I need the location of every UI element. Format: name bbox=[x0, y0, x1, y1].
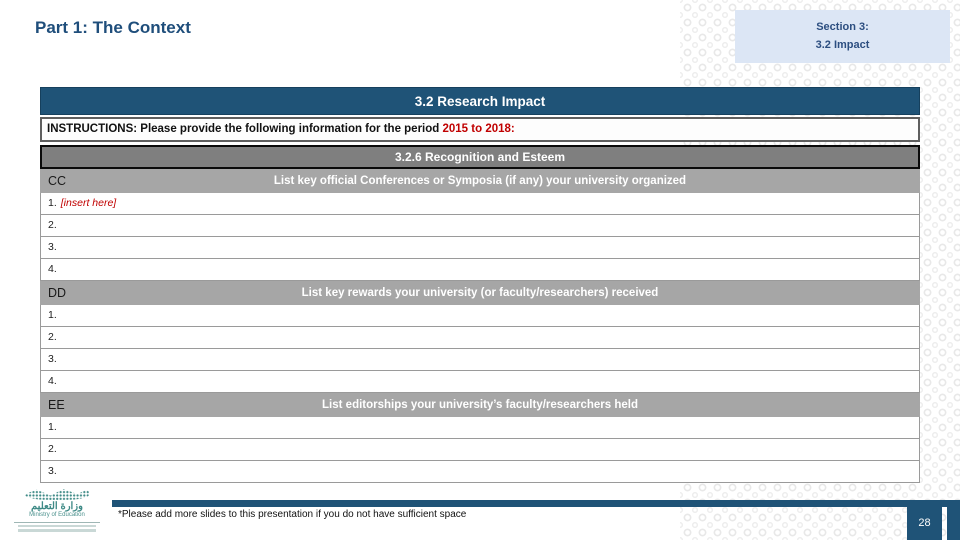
section-indicator-line2: 3.2 Impact bbox=[815, 38, 870, 51]
section-label-cc: List key official Conferences or Symposi… bbox=[273, 175, 687, 187]
section-header-dd: DD List key rewards your university (or … bbox=[40, 281, 920, 305]
item-number: 1. bbox=[48, 309, 57, 321]
item-number: 4. bbox=[48, 375, 57, 387]
dd-item-4[interactable]: 4. bbox=[40, 371, 920, 393]
dd-item-3[interactable]: 3. bbox=[40, 349, 920, 371]
page-title: Part 1: The Context bbox=[35, 18, 191, 37]
cc-item-1[interactable]: 1. [insert here] bbox=[40, 193, 920, 215]
dd-item-2[interactable]: 2. bbox=[40, 327, 920, 349]
section-code-cc: CC bbox=[48, 174, 67, 188]
item-number: 3. bbox=[48, 241, 57, 253]
ee-item-3[interactable]: 3. bbox=[40, 461, 920, 483]
section-header-ee: EE List editorships your university’s fa… bbox=[40, 393, 920, 417]
logo-divider bbox=[14, 521, 100, 523]
footer-right-accent bbox=[947, 507, 960, 540]
section-code-ee: EE bbox=[48, 398, 65, 412]
section-code-dd: DD bbox=[48, 286, 67, 300]
logo-english-text: Ministry of Education bbox=[29, 512, 85, 518]
item-number: 2. bbox=[48, 443, 57, 455]
footer-accent-bar bbox=[112, 500, 960, 507]
table-title-row: 3.2 Research Impact bbox=[40, 87, 920, 115]
ministry-of-education-logo: وزارة التعليم Ministry of Education bbox=[6, 487, 108, 532]
item-number: 1. bbox=[48, 197, 57, 209]
cc-item-4[interactable]: 4. bbox=[40, 259, 920, 281]
item-number: 4. bbox=[48, 263, 57, 275]
section-label-ee: List editorships your university’s facul… bbox=[322, 399, 638, 411]
instructions-period-text: 2015 to 2018: bbox=[442, 123, 515, 135]
item-number: 1. bbox=[48, 421, 57, 433]
section-indicator-line1: Section 3: bbox=[816, 21, 869, 34]
moe-emblem-dots-icon bbox=[25, 488, 89, 500]
section-header-cc: CC List key official Conferences or Symp… bbox=[40, 169, 920, 193]
section-label-dd: List key rewards your university (or fac… bbox=[301, 287, 659, 299]
ee-item-2[interactable]: 2. bbox=[40, 439, 920, 461]
section-indicator-box: Section 3: 3.2 Impact bbox=[735, 10, 950, 63]
item-number: 3. bbox=[48, 353, 57, 365]
dd-item-1[interactable]: 1. bbox=[40, 305, 920, 327]
subsection-title-row: 3.2.6 Recognition and Esteem bbox=[40, 145, 920, 169]
item-number: 2. bbox=[48, 219, 57, 231]
ee-item-1[interactable]: 1. bbox=[40, 417, 920, 439]
cc-item-3[interactable]: 3. bbox=[40, 237, 920, 259]
insert-here-placeholder: [insert here] bbox=[60, 197, 117, 209]
instructions-text: INSTRUCTIONS: Please provide the followi… bbox=[47, 123, 443, 135]
logo-subtext-bars bbox=[6, 524, 108, 532]
research-impact-table: 3.2 Research Impact INSTRUCTIONS: Please… bbox=[40, 87, 920, 483]
item-number: 3. bbox=[48, 465, 57, 477]
cc-item-2[interactable]: 2. bbox=[40, 215, 920, 237]
item-number: 2. bbox=[48, 331, 57, 343]
instructions-row: INSTRUCTIONS: Please provide the followi… bbox=[40, 117, 920, 142]
page-number-badge: 28 bbox=[907, 507, 942, 540]
footnote-text: *Please add more slides to this presenta… bbox=[118, 509, 467, 520]
logo-arabic-text: وزارة التعليم bbox=[31, 501, 83, 512]
